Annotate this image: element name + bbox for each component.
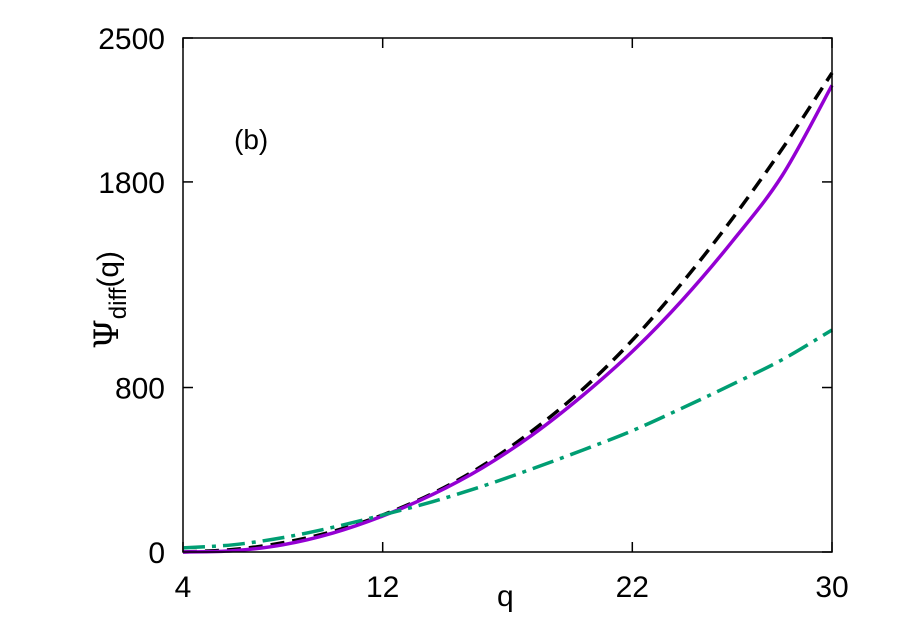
- series-line-2: [182, 84, 834, 554]
- series-lines: [182, 71, 834, 554]
- svg-text:Ψdiff(q): Ψdiff(q): [87, 251, 132, 349]
- x-tick-label: 12: [366, 571, 399, 604]
- panel-label: (b): [234, 124, 268, 155]
- x-tick-label: 30: [815, 571, 848, 604]
- y-tick-label: 800: [115, 373, 165, 406]
- tick-marks: [182, 37, 833, 553]
- y-tick-label: 2500: [98, 23, 165, 56]
- tick-labels: 4 12 22 30 0 800 1800 2500: [98, 23, 848, 604]
- x-tick-label: 4: [175, 571, 192, 604]
- y-axis-label-subscript: diff: [105, 287, 132, 319]
- y-tick-label: 1800: [98, 167, 165, 200]
- x-axis-label: q: [497, 580, 514, 613]
- y-tick-label: 0: [148, 537, 165, 570]
- plot-frame: [182, 37, 833, 553]
- y-axis-label-symbol: Ψ: [87, 319, 127, 349]
- x-tick-label: 22: [616, 571, 649, 604]
- y-axis-label: Ψdiff(q): [87, 251, 132, 349]
- series-line-3: [182, 328, 833, 550]
- y-axis-label-suffix: (q): [92, 251, 125, 288]
- series-line-1: [182, 71, 834, 554]
